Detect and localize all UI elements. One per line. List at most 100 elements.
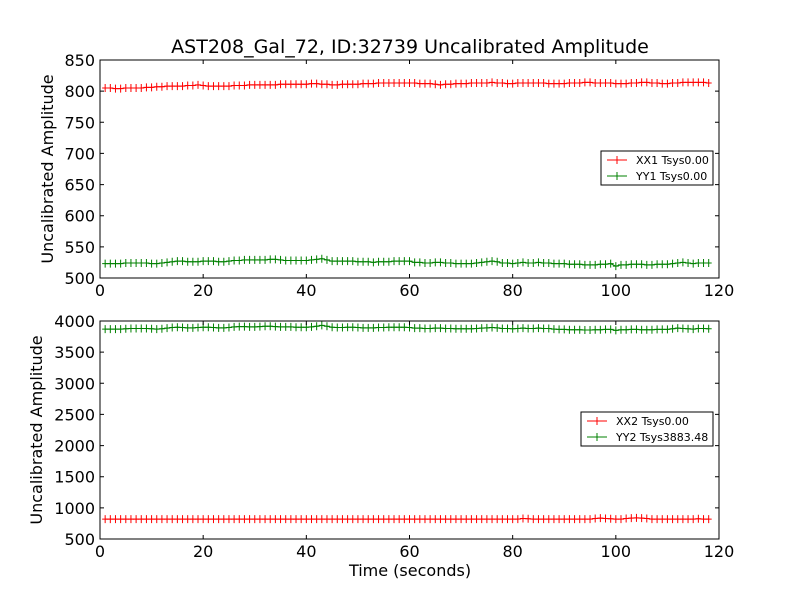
data-point <box>664 79 671 88</box>
data-point <box>153 259 160 268</box>
y-tick-label: 550 <box>64 238 95 257</box>
y-tick-label: 500 <box>64 269 95 288</box>
data-point <box>633 325 640 334</box>
data-point <box>648 325 655 334</box>
data-point <box>427 515 434 524</box>
data-point <box>323 322 330 331</box>
data-point <box>200 257 207 266</box>
data-point <box>215 82 222 91</box>
data-point <box>427 259 434 268</box>
data-point <box>623 514 630 523</box>
data-point <box>607 79 614 88</box>
x-tick-label: 40 <box>296 542 316 561</box>
data-point <box>669 259 676 268</box>
data-point <box>638 514 645 523</box>
data-point <box>452 79 459 88</box>
data-point <box>442 259 449 268</box>
data-point <box>313 322 320 331</box>
data-point <box>592 514 599 523</box>
data-point <box>705 515 712 524</box>
data-point <box>669 324 676 333</box>
data-point <box>262 255 269 264</box>
x-tick-label: 20 <box>193 281 213 300</box>
data-point <box>535 324 542 333</box>
data-point <box>540 324 547 333</box>
data-point <box>659 325 666 334</box>
data-point <box>354 515 361 524</box>
data-point <box>220 323 227 332</box>
data-point <box>494 515 501 524</box>
data-point <box>581 260 588 269</box>
x-tick-label: 20 <box>193 542 213 561</box>
data-point <box>133 84 140 93</box>
data-point <box>143 259 150 268</box>
data-point <box>504 515 511 524</box>
data-point <box>519 79 526 88</box>
legend-swatch <box>607 156 627 164</box>
data-point <box>205 515 212 524</box>
data-point <box>550 79 557 88</box>
data-point <box>236 81 243 90</box>
legend-swatch <box>587 433 607 441</box>
data-point <box>329 323 336 332</box>
data-point <box>287 80 294 89</box>
data-point <box>401 257 408 266</box>
data-point <box>195 257 202 266</box>
data-point <box>478 258 485 267</box>
data-point <box>535 79 542 88</box>
data-point <box>483 257 490 266</box>
data-point <box>184 515 191 524</box>
data-point <box>561 259 568 268</box>
data-point <box>509 324 516 333</box>
y-tick-label: 2500 <box>54 405 95 424</box>
data-point <box>370 79 377 88</box>
data-point <box>411 324 418 333</box>
data-point <box>277 322 284 331</box>
data-point <box>385 257 392 266</box>
data-point <box>664 260 671 269</box>
data-point <box>396 323 403 332</box>
data-point <box>143 324 150 333</box>
data-point <box>679 515 686 524</box>
data-point <box>189 323 196 332</box>
data-point <box>380 515 387 524</box>
data-point <box>592 325 599 334</box>
data-point <box>117 515 124 524</box>
plot-area <box>102 78 712 271</box>
data-point <box>215 257 222 266</box>
data-point <box>489 515 496 524</box>
data-point <box>117 259 124 268</box>
data-point <box>597 325 604 334</box>
data-point <box>525 324 532 333</box>
data-point <box>272 322 279 331</box>
y-tick-label: 650 <box>64 176 95 195</box>
chart-title: AST208_Gal_72, ID:32739 Uncalibrated Amp… <box>171 36 649 58</box>
data-point <box>365 79 372 88</box>
data-point <box>592 79 599 88</box>
data-point <box>545 259 552 268</box>
data-point <box>468 259 475 268</box>
data-point <box>396 79 403 88</box>
y-tick-label: 1000 <box>54 499 95 518</box>
data-point <box>143 515 150 524</box>
data-point <box>633 79 640 88</box>
data-point <box>602 325 609 334</box>
legend-entry: XX2 Tsys0.00 <box>616 415 689 428</box>
data-point <box>303 80 310 89</box>
y-tick-label: 500 <box>64 530 95 549</box>
data-point <box>695 78 702 87</box>
data-point <box>685 324 692 333</box>
data-point <box>133 324 140 333</box>
data-point <box>576 260 583 269</box>
data-point <box>473 515 480 524</box>
data-point <box>530 324 537 333</box>
data-point <box>473 324 480 333</box>
data-point <box>102 259 109 268</box>
data-point <box>489 257 496 266</box>
x-tick-label: 120 <box>704 542 735 561</box>
data-point <box>318 515 325 524</box>
y-tick-label: 3500 <box>54 343 95 362</box>
data-point <box>576 79 583 88</box>
data-point <box>416 324 423 333</box>
